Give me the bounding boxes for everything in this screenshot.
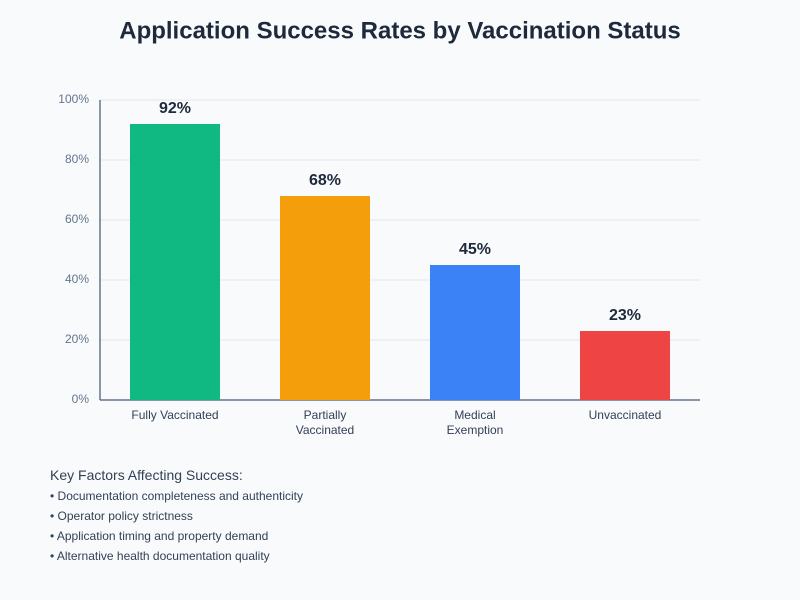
y-tick-label: 0% <box>72 392 90 406</box>
bar <box>430 265 520 400</box>
value-label: 68% <box>309 172 341 189</box>
notes-heading: Key Factors Affecting Success: <box>50 467 243 483</box>
bar <box>580 331 670 400</box>
y-tick-label: 80% <box>65 152 89 166</box>
bar <box>280 196 370 400</box>
x-tick-label: Fully Vaccinated <box>131 408 219 422</box>
value-label: 92% <box>159 100 191 117</box>
value-label: 45% <box>459 241 491 258</box>
chart-title: Application Success Rates by Vaccination… <box>119 17 681 44</box>
value-label: 23% <box>609 307 641 324</box>
y-tick-label: 100% <box>58 92 89 106</box>
notes-item: • Application timing and property demand <box>50 529 269 543</box>
bar <box>130 124 220 400</box>
x-tick-label: Unvaccinated <box>588 408 662 422</box>
y-tick-label: 60% <box>65 212 89 226</box>
y-tick-label: 40% <box>65 272 89 286</box>
x-tick-label: Medical Exemption <box>446 408 504 437</box>
notes-item: • Operator policy strictness <box>50 509 193 523</box>
y-tick-label: 20% <box>65 332 89 346</box>
notes-item: • Alternative health documentation quali… <box>50 549 270 563</box>
notes-item: • Documentation completeness and authent… <box>50 489 304 503</box>
x-tick-label: Partially Vaccinated <box>295 408 355 437</box>
